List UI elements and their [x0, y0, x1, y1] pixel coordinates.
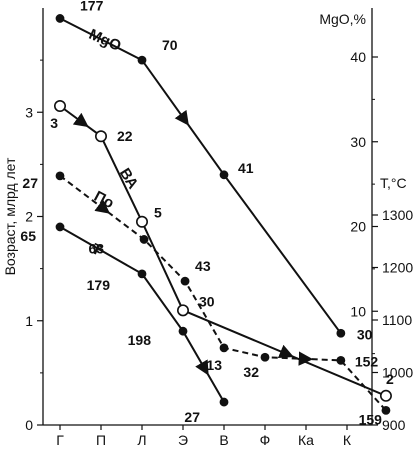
age-tick-label: 1	[25, 313, 33, 329]
data-point-open	[95, 130, 108, 143]
data-label: 70	[162, 37, 178, 53]
data-label: 179	[87, 277, 111, 293]
temp-tick-label: 1000	[382, 365, 413, 381]
data-point	[139, 235, 149, 244]
data-point-open	[136, 215, 149, 228]
data-label: 177	[80, 0, 104, 13]
data-point	[178, 326, 188, 336]
data-label: 27	[184, 409, 200, 425]
direction-arrow	[174, 109, 189, 126]
data-label: 63	[88, 240, 104, 256]
data-label: 198	[128, 332, 152, 348]
series-layer	[53, 14, 392, 415]
data-point-open	[379, 389, 392, 402]
data-label: 3	[50, 115, 58, 131]
direction-arrow	[72, 112, 89, 128]
category-tick-label: Ф	[260, 432, 271, 448]
category-tick-label: Э	[178, 432, 188, 448]
mgo-tick-label: 30	[350, 134, 366, 150]
category-tick-label: Ка	[298, 432, 314, 448]
axes-layer: 0 1 2 3 Возраст, млрд лет Г П Л Э В Ф Ка К 10 20 30 40 Mg…	[2, 8, 413, 448]
temp-tick-label: 1100	[382, 312, 412, 328]
mgo-tick-label: 20	[350, 219, 366, 235]
temp-axis-title: T,°C	[380, 175, 407, 191]
temp-tick-label: 1200	[382, 260, 413, 276]
series-name-label: По	[91, 188, 117, 212]
series-line-2	[59, 105, 387, 397]
data-point	[219, 170, 229, 180]
data-point-open	[177, 304, 190, 317]
data-point	[219, 397, 229, 407]
data-point	[260, 352, 270, 362]
category-tick-label: Г	[56, 432, 64, 448]
data-label: 2	[386, 371, 394, 387]
data-label: 5	[154, 205, 162, 221]
data-point	[381, 406, 391, 415]
direction-arrow	[277, 344, 294, 359]
category-tick-label: Л	[137, 432, 146, 448]
data-label: 32	[243, 364, 259, 380]
temp-tick-label: 900	[382, 417, 406, 433]
data-label: 159	[359, 411, 383, 427]
data-point	[180, 276, 190, 286]
data-point	[336, 355, 346, 365]
category-tick-label: В	[219, 432, 228, 448]
y-left-axis-title: Возраст, млрд лет	[2, 157, 18, 275]
series-line-4	[59, 226, 225, 403]
data-point	[137, 55, 147, 65]
series-name-label: ВА	[116, 165, 142, 192]
data-point	[55, 222, 65, 232]
data-point-open	[53, 99, 66, 112]
data-point	[137, 269, 147, 279]
data-label: 13	[206, 357, 222, 373]
data-label: 65	[20, 228, 36, 244]
mgo-tick-label: 10	[350, 303, 366, 319]
age-tick-label: 0	[25, 417, 33, 433]
temp-tick-label: 1300	[382, 207, 413, 223]
data-label: 43	[195, 258, 211, 274]
data-point	[55, 14, 65, 23]
data-label: 30	[357, 326, 373, 342]
mgo-tick-label: 40	[350, 49, 366, 65]
mgo-axis-title: MgO,%	[319, 11, 366, 27]
data-label: 41	[238, 160, 254, 176]
data-point	[55, 171, 65, 181]
category-tick-label: П	[96, 432, 106, 448]
direction-arrow	[94, 199, 111, 214]
age-tick-label: 3	[25, 104, 33, 120]
data-label: 30	[199, 293, 215, 309]
data-point	[336, 328, 346, 338]
series-name-label: MgO	[86, 26, 124, 55]
data-label: 152	[355, 353, 379, 369]
age-tick-label: 2	[25, 209, 33, 225]
category-tick-label: К	[343, 432, 352, 448]
data-point	[219, 343, 229, 353]
data-label: 27	[22, 175, 38, 191]
data-label: 22	[117, 128, 133, 144]
direction-arrow	[195, 359, 209, 376]
